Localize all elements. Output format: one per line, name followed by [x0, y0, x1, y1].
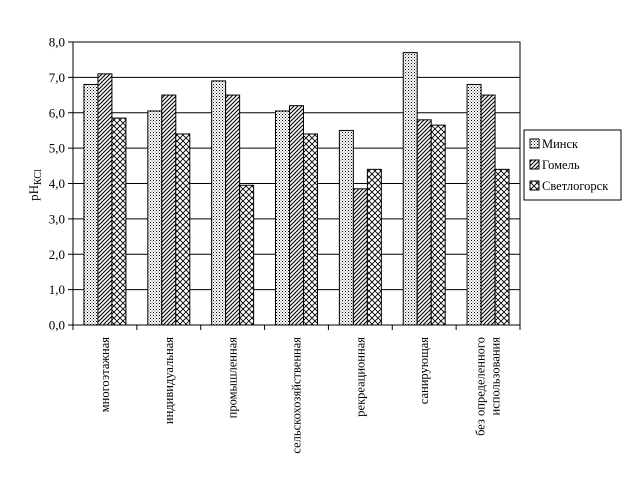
bar-2-4	[289, 105, 304, 326]
axes: 0,0 1,0 2,0 3,0 4,0 5,0 6,0 7,0 8,0 многоэтажная и…	[49, 35, 521, 454]
y-tick-label: 8,0	[49, 35, 65, 50]
y-tick-label: 1,0	[49, 282, 65, 297]
bar-1-6	[402, 52, 418, 326]
bar-3-1	[111, 117, 127, 326]
bar-3-2	[175, 133, 191, 326]
legend-label: Гомель	[542, 158, 580, 172]
bar-1-2	[147, 110, 163, 326]
bar-2-1	[97, 73, 113, 326]
legend-label: Светлогорск	[542, 179, 609, 193]
y-tick-label: 6,0	[49, 105, 65, 120]
bar-1-1	[83, 83, 99, 326]
bar-2-6	[416, 119, 432, 326]
y-tick-label: 2,0	[49, 247, 65, 262]
x-category-label: без определенного	[474, 337, 488, 436]
y-tick-label: 0,0	[49, 318, 65, 333]
y-axis-label: pHКСl	[26, 169, 44, 201]
y-tick-label: 4,0	[49, 176, 65, 191]
bar-3-4	[303, 133, 318, 326]
bar-2-2	[161, 94, 177, 326]
bar-2-7	[480, 94, 496, 326]
y-tick-label: 3,0	[49, 211, 65, 226]
x-category-label: рекреационная	[353, 337, 367, 417]
bar-2-3	[225, 94, 241, 326]
x-category-label: санирующая	[417, 337, 431, 404]
x-category-label: использования	[489, 337, 503, 416]
legend-box	[523, 129, 622, 201]
bar-1-5	[338, 129, 354, 326]
x-category-label: сельскохозяйственная	[290, 337, 304, 454]
legend-swatch	[529, 159, 540, 170]
bar-3-5	[366, 168, 382, 326]
y-tick-label: 5,0	[49, 141, 65, 156]
bar-2-5	[352, 188, 368, 326]
legend-label: Минск	[542, 137, 579, 151]
bars	[83, 52, 510, 326]
x-category-label: многоэтажная	[98, 337, 112, 412]
bar-3-6	[430, 124, 446, 326]
bar-1-4	[275, 110, 290, 326]
legend: Минск Гомель Светлогорск	[523, 129, 622, 201]
y-tick-label: 7,0	[49, 70, 65, 85]
legend-swatch	[529, 138, 540, 149]
plot-frame	[72, 41, 521, 326]
legend-swatch	[529, 180, 540, 191]
bar-3-3	[239, 184, 255, 326]
bar-1-7	[466, 83, 482, 326]
x-category-label: индивидуальная	[162, 337, 176, 424]
bar-1-3	[211, 80, 227, 326]
svg-text:pHКСl: pHКСl	[26, 169, 44, 201]
bar-3-7	[494, 168, 510, 326]
x-category-label: промышленная	[226, 337, 240, 419]
